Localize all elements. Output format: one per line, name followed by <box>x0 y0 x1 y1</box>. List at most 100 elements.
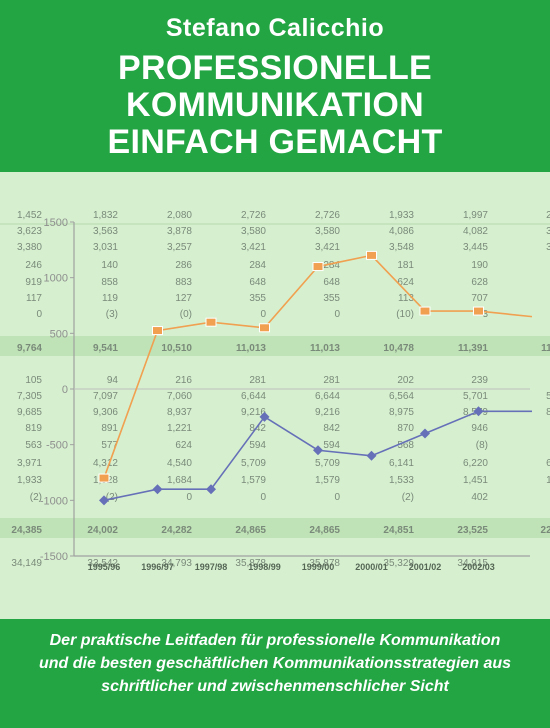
series-point <box>313 445 323 456</box>
table-cell: 34,149 <box>11 558 42 569</box>
table-cell: 1,452 <box>17 210 42 221</box>
table-cell: 3,878 <box>167 226 192 237</box>
table-cell: (8) <box>476 440 488 451</box>
table-cell: (0) <box>180 309 192 320</box>
table-cell: 6,141 <box>389 458 414 469</box>
table-cell: 105 <box>25 375 42 386</box>
table-cell: 140 <box>101 260 118 271</box>
table-cell: 891 <box>101 423 118 434</box>
y-tick-label: 500 <box>50 328 68 340</box>
table-cell: 819 <box>25 423 42 434</box>
series-point <box>366 250 377 260</box>
series-point <box>312 262 324 272</box>
table-total-cell: 10,478 <box>383 343 414 354</box>
table-total-cell: 24,002 <box>87 525 118 536</box>
table-cell: 9,216 <box>241 407 266 418</box>
table-cell: 3,257 <box>167 242 192 253</box>
table-total-cell: 11,013 <box>310 343 340 354</box>
table-cell: 7,097 <box>93 391 118 402</box>
table-cell: 624 <box>397 277 414 288</box>
table-cell: 1,451 <box>463 475 488 486</box>
table-cell: 3 <box>482 309 488 320</box>
table-cell: 648 <box>249 277 266 288</box>
series-point <box>419 306 431 316</box>
subtitle-line-1: Der praktische Leitfaden für professione… <box>49 632 501 649</box>
table-cell: 0 <box>334 492 340 503</box>
table-cell: 35,878 <box>309 558 340 569</box>
table-cell: 8,975 <box>389 407 414 418</box>
table-cell: 1,933 <box>389 210 414 221</box>
series-point <box>259 323 270 333</box>
series-point <box>98 473 110 483</box>
table-cell: 117 <box>26 293 42 304</box>
table-cell: 3,7 <box>546 226 550 237</box>
table-total-cell: 24,865 <box>309 525 340 536</box>
table-cell: 6,644 <box>315 391 340 402</box>
table-cell: 1,684 <box>167 475 192 486</box>
cover-figure: 1,452 1,832 2,080 2,726 2,726 1,933 1,997 2,4 3,… <box>0 172 550 619</box>
table-cell: 202 <box>397 375 414 386</box>
table-total-cell: 11,5 <box>541 343 550 354</box>
table-cell: 707 <box>471 293 488 304</box>
table-cell: (2) <box>402 492 414 503</box>
table-cell: 6,220 <box>463 458 488 469</box>
figure-background <box>0 172 550 619</box>
table-cell: 3,6 <box>546 242 550 253</box>
table-cell: 577 <box>101 440 118 451</box>
cover-header: Stefano Calicchio PROFESSIONELLE KOMMUNI… <box>0 0 550 172</box>
table-cell: 648 <box>323 277 340 288</box>
table-cell: 624 <box>175 440 192 451</box>
table-cell: 1,579 <box>315 475 340 486</box>
table-cell: 0 <box>186 492 192 503</box>
table-total-cell: 11,391 <box>458 343 488 354</box>
subtitle-line-2: und die besten geschäftlichen Kommunikat… <box>38 655 512 672</box>
cover-footer: Der praktische Leitfaden für professione… <box>0 619 550 728</box>
table-cell: 7,305 <box>17 391 42 402</box>
table-cell: 883 <box>175 277 192 288</box>
table-cell: 402 <box>471 492 488 503</box>
title-line-1: PROFESSIONELLE <box>117 49 433 87</box>
table-total-cell: 11,013 <box>236 343 266 354</box>
table-cell: 3,971 <box>17 458 42 469</box>
table-cell: 190 <box>471 260 488 271</box>
total-band-1 <box>0 336 550 356</box>
table-cell: 6,564 <box>389 391 414 402</box>
table-cell: 919 <box>25 277 42 288</box>
title-line-3: EINFACH GEMACHT <box>107 123 443 161</box>
total-band-2 <box>0 518 550 538</box>
x-tick-label: 2001/02 <box>409 562 442 572</box>
table-cell: 9,685 <box>17 407 42 418</box>
table-cell: 842 <box>323 423 340 434</box>
table-cell: 6,1 <box>546 458 550 469</box>
table-cell: 4,086 <box>389 226 414 237</box>
y-tick-label: -500 <box>46 440 68 452</box>
table-cell: 7,060 <box>167 391 192 402</box>
table-cell: 842 <box>249 423 266 434</box>
table-cell: 3,445 <box>463 242 488 253</box>
table-cell: 284 <box>323 260 340 271</box>
table-cell: 35,878 <box>235 558 266 569</box>
table-cell: 946 <box>471 423 488 434</box>
table-cell: 0 <box>36 309 42 320</box>
y-tick-label: -1000 <box>40 495 68 507</box>
table-cell: 4,082 <box>463 226 488 237</box>
table-cell: 2,080 <box>167 210 192 221</box>
table-cell: 216 <box>175 375 192 386</box>
table-cell: 870 <box>397 423 414 434</box>
y-tick-label: 1000 <box>44 273 68 285</box>
author-name: Stefano Calicchio <box>165 14 385 42</box>
table-cell: 2,726 <box>315 210 340 221</box>
series-point <box>473 406 484 417</box>
table-cell: 6,644 <box>241 391 266 402</box>
table-cell: (10) <box>396 309 414 320</box>
x-tick-label: 2002/03 <box>462 562 495 572</box>
subtitle-line-3: schriftlicher und zwischenmenschlicher S… <box>101 678 449 695</box>
table-cell: 594 <box>249 440 266 451</box>
table-cell: 3,580 <box>315 226 340 237</box>
x-tick-label: 1995/96 <box>88 562 121 572</box>
x-tick-label: 1997/98 <box>195 562 228 572</box>
y-tick-label: 0 <box>62 384 68 396</box>
table-cell: 1,579 <box>241 475 266 486</box>
table-cell: 0 <box>260 492 266 503</box>
table-cell: 8,937 <box>167 407 192 418</box>
